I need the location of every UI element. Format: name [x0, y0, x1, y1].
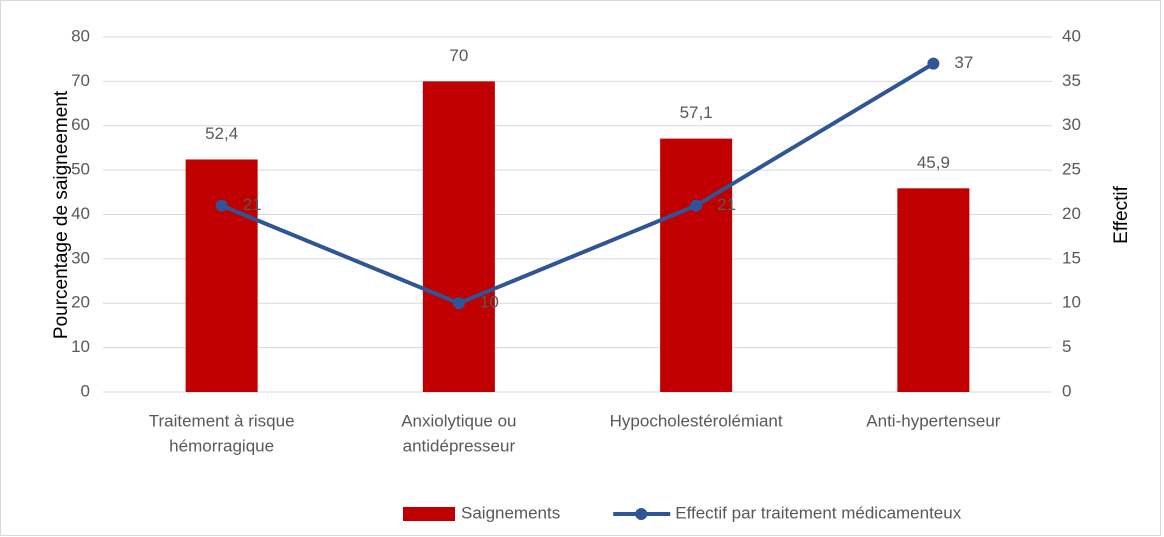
bar-value-label: 57,1: [680, 103, 713, 122]
line-marker: [927, 57, 940, 70]
y-tick-label: 10: [71, 337, 90, 356]
y2-tick-label: 15: [1062, 248, 1081, 267]
y-tick-label: 70: [71, 71, 90, 90]
y-tick-label: 30: [71, 248, 90, 267]
x-tick-label: antidépresseur: [403, 436, 516, 455]
y-tick-label: 20: [71, 293, 90, 312]
y-tick-label: 40: [71, 204, 90, 223]
bar: [660, 138, 733, 392]
y2-tick-label: 35: [1062, 71, 1081, 90]
line-value-label: 10: [480, 293, 499, 312]
y2-tick-label: 10: [1062, 293, 1081, 312]
bar: [422, 81, 495, 392]
y2-tick-label: 40: [1062, 26, 1081, 45]
y-tick-label: 60: [71, 115, 90, 134]
legend-swatch: [403, 507, 455, 521]
x-tick-label: Traitement à risque: [149, 411, 295, 430]
line: [220, 61, 935, 306]
x-tick-label: Anxiolytique ou: [401, 411, 516, 430]
x-tick-label: hémorragique: [169, 436, 274, 455]
bar-value-label: 52,4: [205, 124, 238, 143]
y-tick-label: 80: [71, 26, 90, 45]
x-tick-label: Hypocholestérolémiant: [610, 411, 783, 430]
legend-marker: [635, 508, 648, 520]
line-value-label: 37: [954, 53, 973, 72]
y-axis-title: Pourcentage de saigneement: [51, 90, 72, 339]
line-value-label: 21: [243, 195, 262, 214]
y-tick-label: 0: [81, 381, 90, 400]
line-marker: [690, 199, 703, 212]
legend-label: Saignements: [461, 503, 560, 522]
line-value-label: 21: [717, 195, 736, 214]
y2-tick-label: 0: [1062, 381, 1071, 400]
y-tick-label: 50: [71, 160, 90, 179]
line-marker: [215, 199, 228, 212]
line-marker: [452, 297, 465, 310]
bar-value-label: 45,9: [917, 153, 950, 172]
bar-value-label: 70: [449, 46, 468, 65]
y2-tick-label: 5: [1062, 337, 1071, 356]
x-tick-label: Anti-hypertenseur: [866, 411, 1001, 430]
y2-tick-label: 30: [1062, 115, 1081, 134]
bar: [185, 159, 258, 392]
legend-label: Effectif par traitement médicamenteux: [675, 503, 961, 522]
y2-tick-label: 25: [1062, 160, 1081, 179]
bar: [897, 188, 970, 392]
y2-tick-label: 20: [1062, 204, 1081, 223]
y2-axis-title: Effectif: [1111, 185, 1132, 243]
